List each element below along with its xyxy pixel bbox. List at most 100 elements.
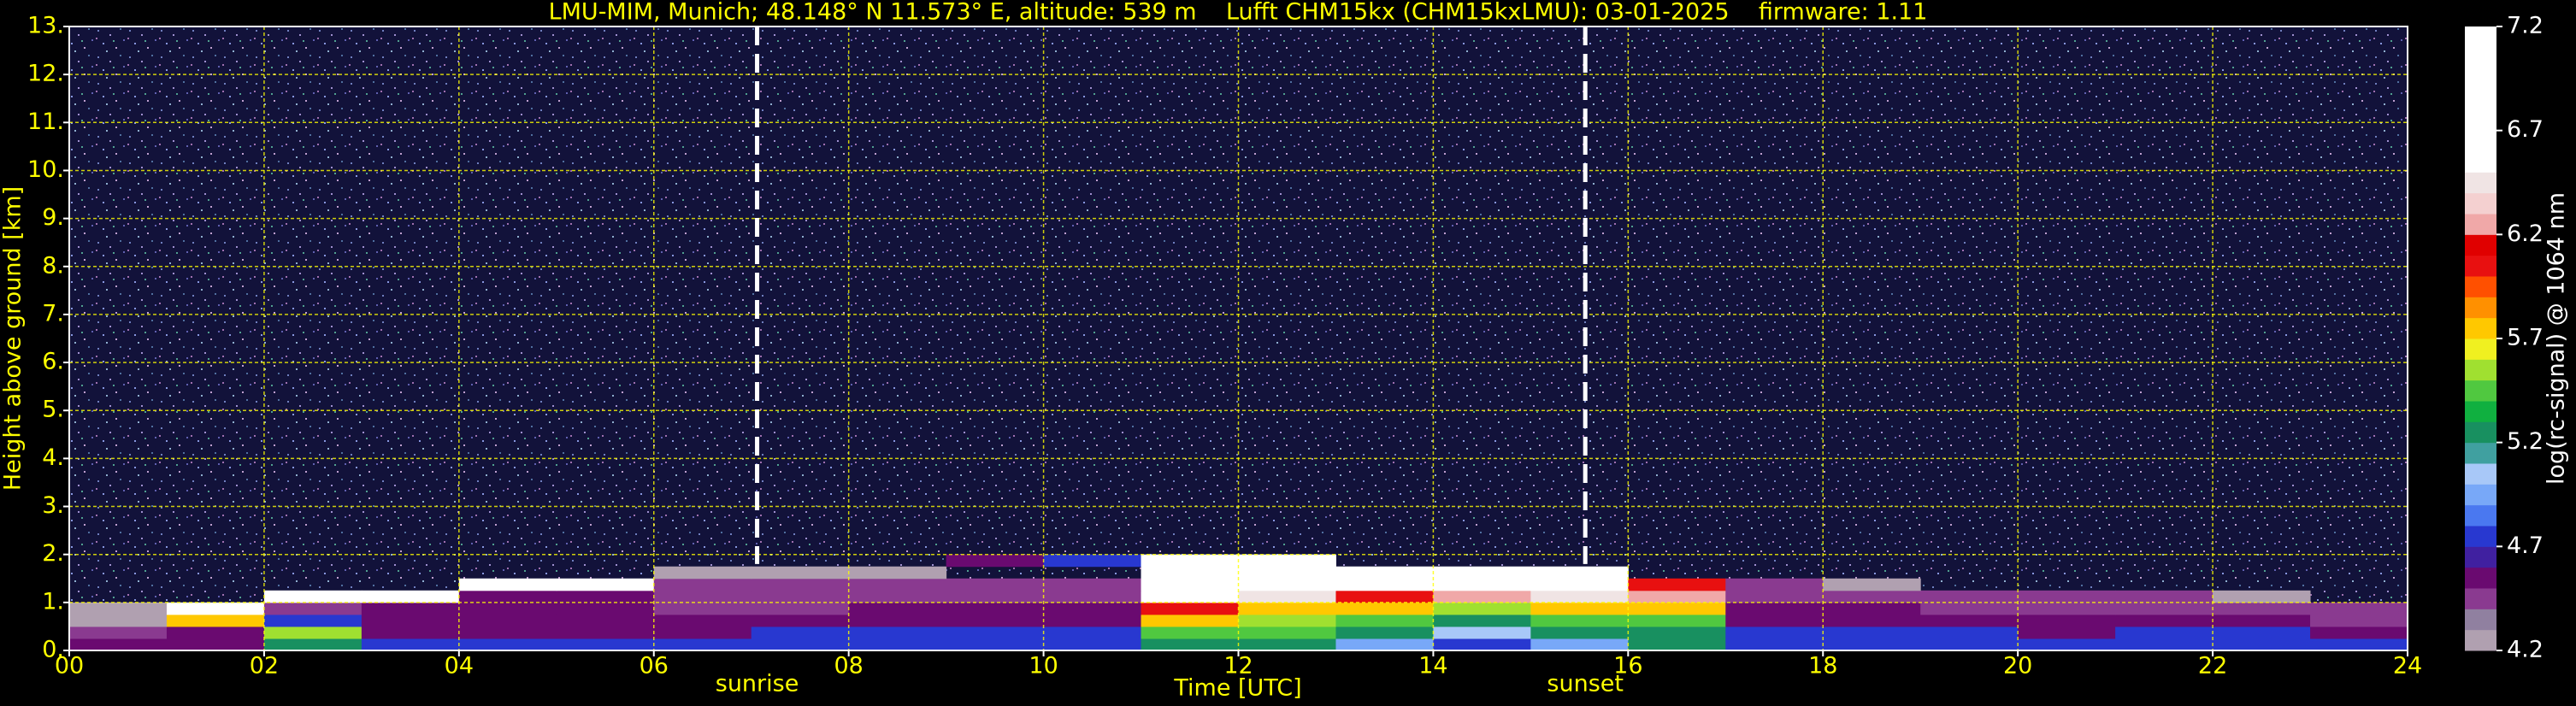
heatmap-cell [1725, 590, 1824, 603]
colorbar-swatch [2465, 629, 2496, 651]
heatmap-cell [1725, 578, 1824, 591]
colorbar-tick-label: 4.7 [2507, 532, 2544, 559]
colorbar-swatch [2465, 338, 2496, 360]
heatmap-cell [361, 602, 460, 615]
heatmap-cell [2310, 626, 2408, 639]
y-axis-label: Height above ground [km] [0, 186, 27, 491]
heatmap-cell [263, 590, 363, 603]
colorbar-swatch [2465, 151, 2496, 173]
heatmap-cell [1920, 638, 2019, 651]
y-tick-label: 4. [42, 444, 64, 471]
heatmap-cell [1530, 566, 1629, 580]
heatmap-cell [2018, 626, 2116, 639]
heatmap-cell [458, 578, 557, 591]
heatmap-cell [263, 602, 363, 615]
heatmap-cell [1823, 590, 1921, 603]
heatmap-cell [1141, 554, 1239, 568]
heatmap-cell [361, 614, 460, 627]
heatmap-cell [556, 614, 655, 627]
y-tick-label: 7. [42, 300, 64, 327]
heatmap-cell [1141, 638, 1239, 651]
heatmap-cell [166, 626, 265, 639]
heatmap-cell [1141, 590, 1239, 603]
heatmap-cell [2213, 614, 2311, 627]
x-tick-label: 24 [2393, 653, 2422, 680]
heatmap-cell [2115, 626, 2213, 639]
x-tick-label: 04 [445, 653, 474, 680]
heatmap-cell [2213, 602, 2311, 615]
heatmap-cell [1628, 578, 1726, 591]
colorbar-swatch [2465, 89, 2496, 110]
colorbar-swatch [2465, 526, 2496, 547]
heatmap-cell [1628, 638, 1726, 651]
heatmap-cell [946, 602, 1045, 615]
colorbar-swatch [2465, 297, 2496, 319]
heatmap-cell [1335, 626, 1434, 639]
heatmap-cell [1043, 626, 1142, 639]
colorbar-tick-label: 4.2 [2507, 637, 2544, 663]
colorbar-swatch [2465, 359, 2496, 381]
heatmap-cell [1823, 614, 1921, 627]
heatmap-cell [1335, 566, 1434, 580]
heatmap-cell [2213, 626, 2311, 639]
heatmap-cell [1043, 578, 1142, 591]
heatmap-cell [2310, 638, 2408, 651]
colorbar-swatch [2465, 109, 2496, 132]
heatmap-cell [1238, 554, 1336, 568]
heatmap-cell [1238, 614, 1336, 627]
heatmap-cell [1433, 638, 1531, 651]
heatmap-cell [653, 614, 752, 627]
x-axis-label: Time [UTC] [1173, 675, 1301, 702]
heatmap-cell [166, 614, 265, 627]
heatmap-cell [1823, 602, 1921, 615]
colorbar-swatch [2465, 442, 2496, 464]
heatmap-cell [263, 638, 363, 651]
heatmap-cell [1141, 566, 1239, 580]
y-tick-label: 12. [27, 61, 64, 87]
y-tick-label: 8. [42, 252, 64, 279]
heatmap-cell [166, 602, 265, 615]
x-tick-label: 22 [2198, 653, 2227, 680]
colorbar-tick-label: 6.7 [2507, 116, 2544, 143]
heatmap-cell [1628, 626, 1726, 639]
heatmap-cell [69, 626, 168, 639]
heatmap-cell [1238, 566, 1336, 580]
heatmap-cell [751, 578, 850, 591]
colorbar-swatch [2465, 317, 2496, 339]
heatmap-cell [848, 602, 947, 615]
heatmap-cell [751, 602, 850, 615]
heatmap-cell [361, 590, 460, 603]
colorbar-tick-label: 7.2 [2507, 13, 2544, 39]
heatmap-cell [653, 590, 752, 603]
colorbar-swatch [2465, 130, 2496, 152]
heatmap-cell [1433, 590, 1531, 603]
heatmap-cell [653, 602, 752, 615]
heatmap-cell [751, 566, 850, 580]
y-tick-label: 3. [42, 492, 64, 519]
heatmap-cell [458, 590, 557, 603]
heatmap-cell [69, 602, 168, 615]
annotation-label: sunrise [716, 671, 799, 697]
colorbar-swatch [2465, 421, 2496, 444]
heatmap-cell [946, 578, 1045, 591]
heatmap-cell [2018, 614, 2116, 627]
heatmap-cell [2115, 638, 2213, 651]
colorbar-swatch [2465, 47, 2496, 69]
heatmap-cell [2018, 602, 2116, 615]
heatmap-cell [1335, 638, 1434, 651]
x-tick-label: 20 [2003, 653, 2032, 680]
colorbar-tick-label: 6.2 [2507, 221, 2544, 247]
heatmap-cell [1238, 590, 1336, 603]
colorbar-swatch [2465, 504, 2496, 527]
heatmap-cell [1530, 602, 1629, 615]
heatmap-cell [1043, 590, 1142, 603]
heatmap-cell [653, 578, 752, 591]
heatmap-cell [946, 590, 1045, 603]
heatmap-cell [1920, 626, 2019, 639]
colorbar-swatch [2465, 255, 2496, 277]
x-tick-label: 08 [834, 653, 863, 680]
heatmap-cell [2213, 638, 2311, 651]
heatmap-cell [1823, 638, 1921, 651]
colorbar-swatch [2465, 276, 2496, 297]
